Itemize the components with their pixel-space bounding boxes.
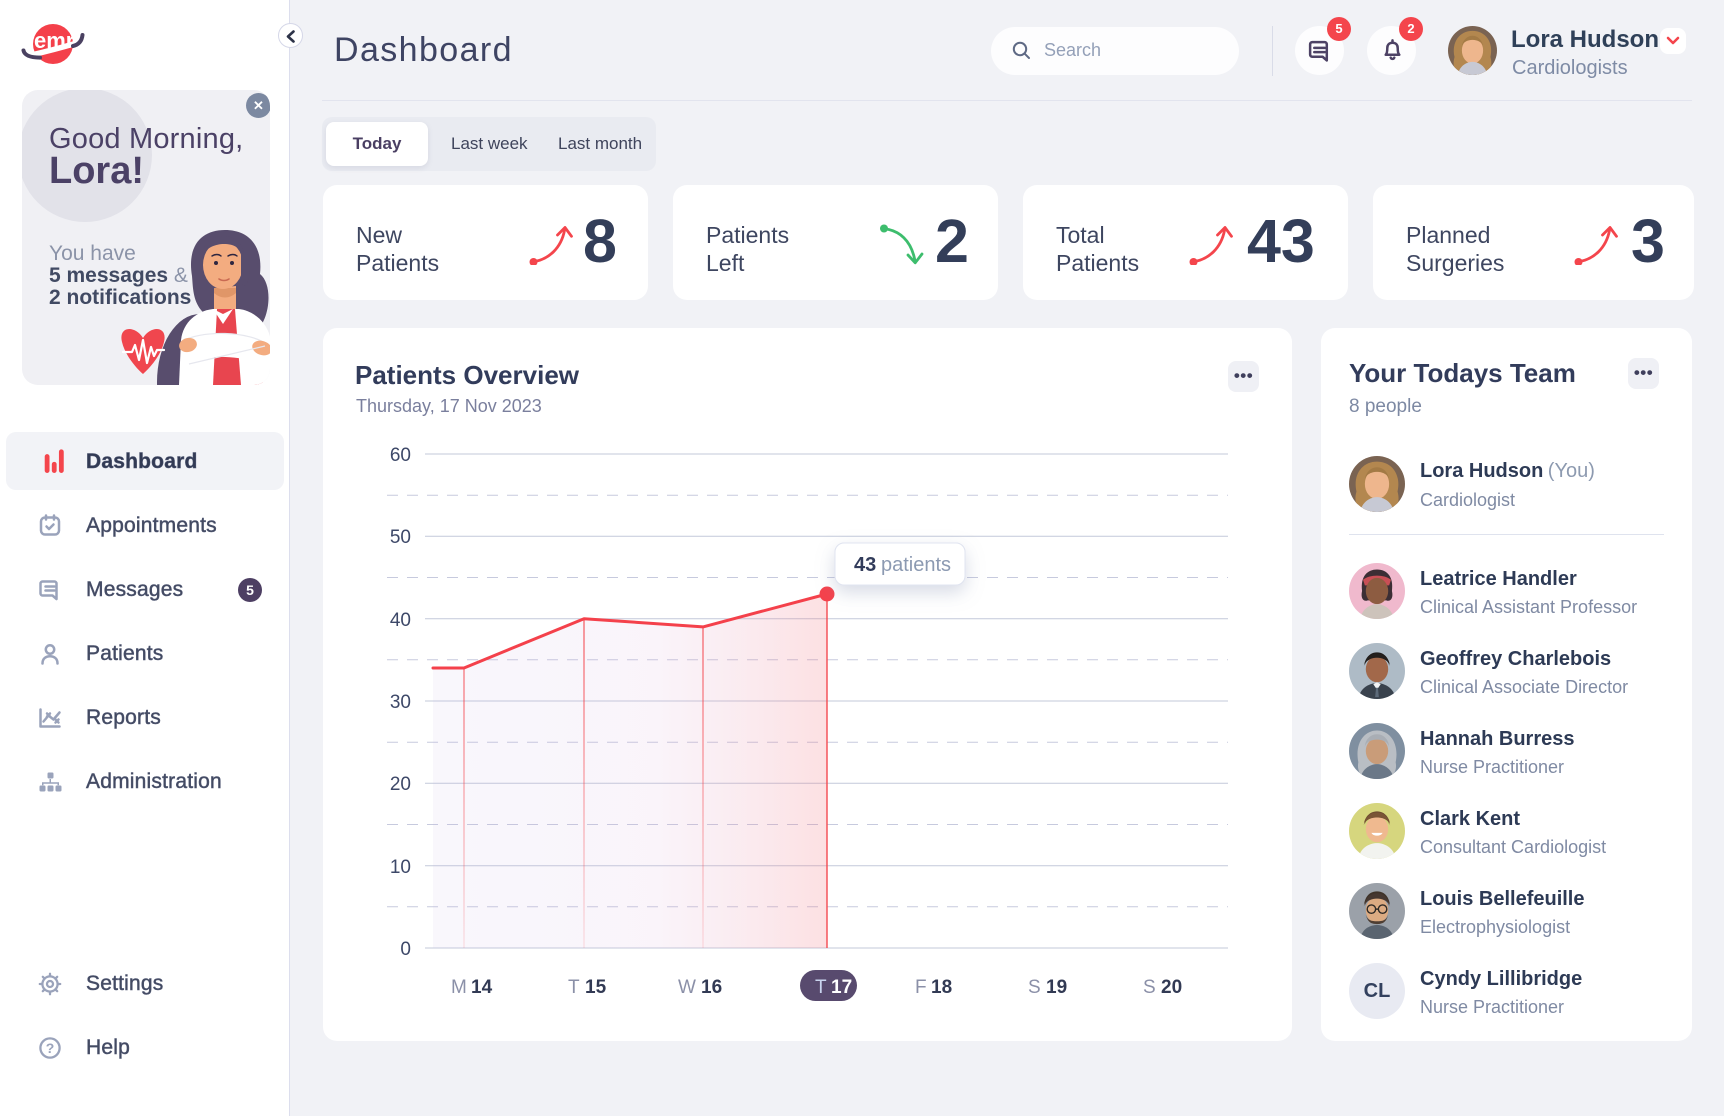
svg-text:20: 20 [1161, 977, 1182, 998]
svg-text:M: M [451, 977, 467, 998]
svg-text:S: S [1143, 977, 1156, 998]
svg-text:15: 15 [585, 977, 607, 998]
svg-text:20: 20 [390, 774, 411, 795]
svg-text:W: W [678, 977, 696, 998]
svg-text:17: 17 [831, 977, 852, 998]
svg-text:10: 10 [390, 857, 411, 878]
svg-text:F: F [915, 977, 927, 998]
svg-text:43: 43 [854, 554, 876, 576]
svg-text:T: T [568, 977, 580, 998]
svg-text:19: 19 [1046, 977, 1067, 998]
svg-text:14: 14 [471, 977, 493, 998]
svg-text:?: ? [46, 1040, 55, 1056]
svg-text:16: 16 [701, 977, 722, 998]
svg-text:T: T [815, 977, 827, 998]
svg-text:emr: emr [34, 28, 75, 53]
svg-text:18: 18 [931, 977, 952, 998]
svg-text:30: 30 [390, 692, 411, 713]
svg-text:patients: patients [881, 554, 951, 576]
svg-text:60: 60 [390, 445, 411, 466]
svg-text:40: 40 [390, 610, 411, 631]
svg-text:0: 0 [400, 939, 411, 960]
svg-text:S: S [1028, 977, 1041, 998]
svg-text:50: 50 [390, 527, 411, 548]
